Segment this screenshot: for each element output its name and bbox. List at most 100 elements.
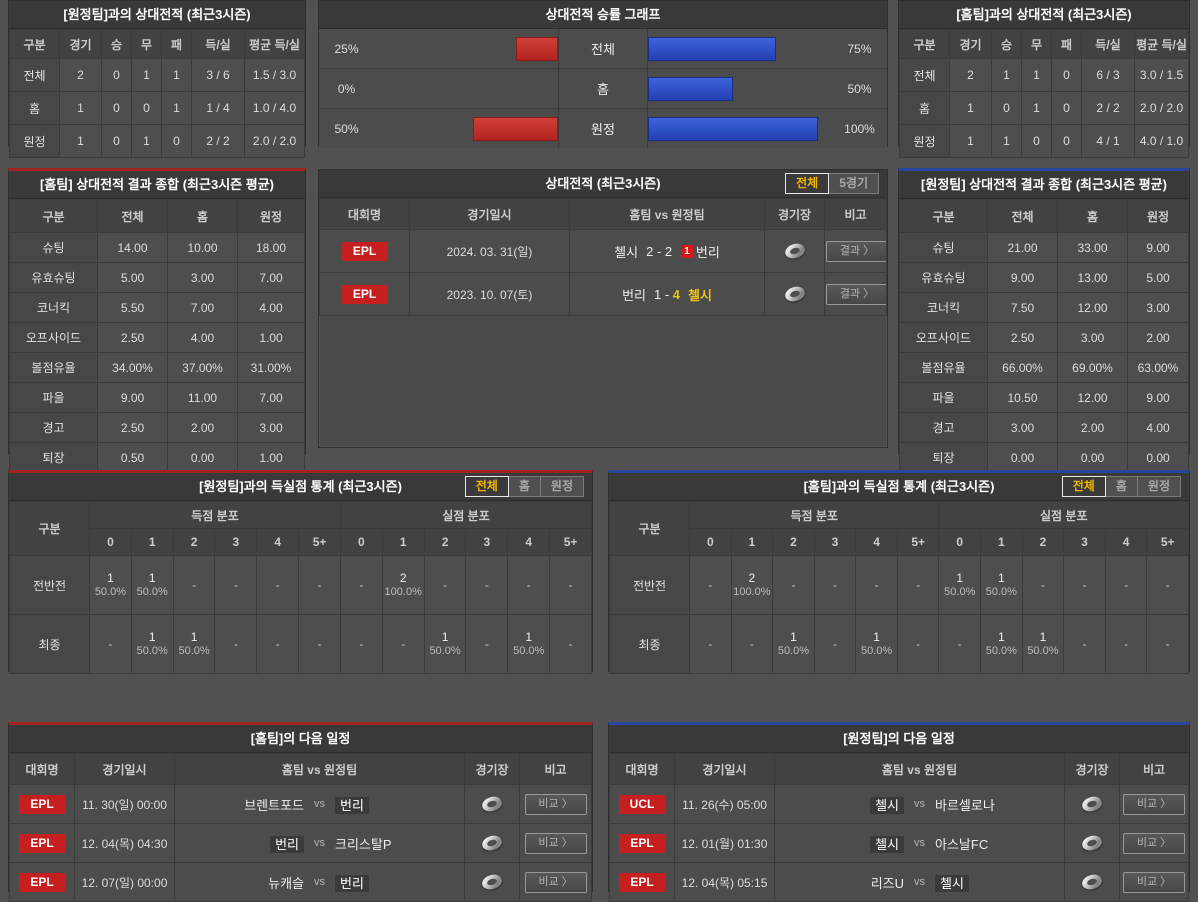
tab[interactable]: 원정 <box>1136 476 1181 497</box>
row-label: 경고 <box>899 412 988 443</box>
home-team-text: 리즈U <box>870 875 904 891</box>
stats-row: 전반전 1 50.0% 1 50.0% - - - - -2 100.0% - - - - <box>9 555 592 615</box>
compare-button[interactable]: 비교 〉 <box>524 793 587 815</box>
stadium-icon[interactable] <box>1080 833 1104 854</box>
compare-button[interactable]: 비교 〉 <box>1123 832 1185 854</box>
match-percent: 100.0% <box>733 586 771 598</box>
away-schedule-table: 대회명 경기일시 홈팀 vs 원정팀 경기장 비고 UCL 11. 26(수) 05:00 첼… <box>609 753 1189 902</box>
stat-value: 3.00 <box>237 412 305 443</box>
empty-value: - <box>233 637 238 651</box>
tab-active[interactable]: 전체 <box>464 476 509 497</box>
compare-button[interactable]: 비교 〉 <box>1123 871 1185 893</box>
tab[interactable]: 5경기 <box>828 173 879 194</box>
stat-value: 1 <box>59 91 102 125</box>
column-header: 구분 <box>899 29 950 59</box>
category-label: 전체 <box>558 29 648 68</box>
goals-scored-col: 5+ <box>896 528 940 556</box>
home-team-name: 첼시 <box>784 795 904 814</box>
group-header-row: 구분 득점 분포 실점 분포 <box>9 501 593 556</box>
tab[interactable]: 홈 <box>507 476 541 497</box>
stat-value: 0.00 <box>987 442 1058 473</box>
result-button[interactable]: 결과 〉 <box>826 283 886 305</box>
stat-value: 14.00 <box>97 232 168 263</box>
away-schedule-panel: [원정팀]의 다음 일정 대회명 경기일시 홈팀 vs 원정팀 경기장 비고 UCL 11.… <box>608 722 1190 902</box>
row-label: 홈 <box>9 91 60 125</box>
compare-button[interactable]: 비교 〉 <box>524 871 587 893</box>
goals-scored-col: 1 <box>730 528 774 556</box>
home-goalstats-table: 구분 득점 분포 실점 분포 0 1 2 3 4 5+ 0 1 2 3 4 5+ 전반전 -2 100.0% - - -… <box>609 501 1189 674</box>
stat-value: 2.50 <box>97 322 168 353</box>
stat-value: 9.00 <box>97 382 168 413</box>
stat-cell: - <box>1104 614 1148 674</box>
column-header: 득/실 <box>1081 29 1135 59</box>
home-summary-table: 구분 전체 홈 원정 슈팅 14.00 10.00 18.00 유효슈팅 5.00 3.00 7.00… <box>9 199 305 473</box>
table-row: 퇴장 0.50 0.00 1.00 <box>9 442 305 473</box>
compare-button[interactable]: 비교 〉 <box>524 832 587 854</box>
stat-cell: - <box>256 555 300 615</box>
stadium-icon[interactable] <box>1080 794 1104 815</box>
stat-cell: 1 50.0% <box>980 555 1023 615</box>
stat-value: 1 <box>1021 91 1052 125</box>
schedule-row: EPL 12. 04(목) 05:15 리즈U vs 첼시 비교 〉 <box>609 862 1189 902</box>
note-cell: 비교 〉 <box>1119 823 1189 863</box>
table-row: 퇴장 0.00 0.00 0.00 <box>899 442 1189 473</box>
league-cell: EPL <box>319 229 410 273</box>
match-cell: 뉴캐슬 vs 번리 <box>174 862 465 902</box>
match-line: 브렌트포드 vs 번리 <box>176 795 463 814</box>
match-cell: 브렌트포드 vs 번리 <box>174 784 465 824</box>
match-datetime: 11. 26(수) 05:00 <box>674 784 775 824</box>
stadium-icon[interactable] <box>782 241 807 262</box>
stat-cell: - <box>339 614 383 674</box>
row-label: 홈 <box>899 91 950 125</box>
tab[interactable]: 원정 <box>539 476 584 497</box>
stat-value: 2.0 / 2.0 <box>244 124 305 158</box>
stadium-icon[interactable] <box>480 794 504 815</box>
stat-value: 4.00 <box>167 322 238 353</box>
stadium-icon[interactable] <box>480 833 504 854</box>
match-percent: 50.0% <box>136 645 168 657</box>
empty-value: - <box>443 578 448 592</box>
away-score: 2 <box>664 243 673 259</box>
away-winrate-bar <box>648 76 733 101</box>
match-cell: 첼시 vs 바르셀로나 <box>774 784 1065 824</box>
stadium-icon[interactable] <box>1080 872 1104 893</box>
table-row: 볼점유율 66.00% 69.00% 63.00% <box>899 352 1189 383</box>
empty-value: - <box>192 578 197 592</box>
match-percent: 50.0% <box>94 586 127 598</box>
row-label: 최종 <box>609 614 690 674</box>
stadium-icon[interactable] <box>782 284 807 305</box>
scored-group-header: 득점 분포 <box>89 501 341 529</box>
stat-value: 7.00 <box>167 292 238 323</box>
stat-cell: - <box>813 555 857 615</box>
stat-cell: - <box>896 614 940 674</box>
tab-active[interactable]: 전체 <box>1061 476 1106 497</box>
panel-title: [원정팀]과의 상대전적 (최근3시즌) <box>9 1 305 29</box>
stat-value: 2.00 <box>167 412 238 443</box>
compare-button[interactable]: 비교 〉 <box>1123 793 1185 815</box>
match-row: EPL 2024. 03. 31(일) 첼시 2 - 2 1 번리 결과 〉 <box>319 229 887 273</box>
result-button[interactable]: 결과 〉 <box>826 240 886 262</box>
away-winrate-percent: 50% <box>847 81 872 96</box>
stat-cell: - <box>1063 555 1106 615</box>
tab[interactable]: 홈 <box>1104 476 1138 497</box>
score-separator: - <box>653 243 665 259</box>
score-number-row: 0 1 2 3 4 5+ 0 1 2 3 4 5+ <box>610 528 1189 556</box>
panel-title: [원정팀]의 다음 일정 <box>609 725 1189 753</box>
stadium-icon[interactable] <box>480 872 504 893</box>
goals-scored-col: 3 <box>214 528 258 556</box>
stat-value: 34.00% <box>97 352 168 383</box>
match-score: 1 - 4 <box>654 287 680 302</box>
stat-value: 7.50 <box>987 292 1058 323</box>
match-count: 2 <box>748 571 756 585</box>
tab-active[interactable]: 전체 <box>785 173 830 194</box>
home-team-name: 첼시 <box>614 244 639 260</box>
column-header: 전체 <box>987 199 1058 233</box>
row-label: 오프사이드 <box>899 322 988 353</box>
stat-value: 2.50 <box>987 322 1058 353</box>
stats-row: 최종 - -1 50.0% -1 50.0% - -1 50.0% 1 50.0% - - - <box>609 614 1189 674</box>
away-goalstats-table: 구분 득점 분포 실점 분포 0 1 2 3 4 5+ 0 1 2 3 4 5+ 전반전 1 50.0% 1 50.0… <box>9 501 593 674</box>
away-goalstats-panel: [원정팀]과의 득실점 통계 (최근3시즌) 전체 홈 원정 구분 득점 분포 실점 분… <box>8 470 593 674</box>
empty-value: - <box>359 578 364 592</box>
